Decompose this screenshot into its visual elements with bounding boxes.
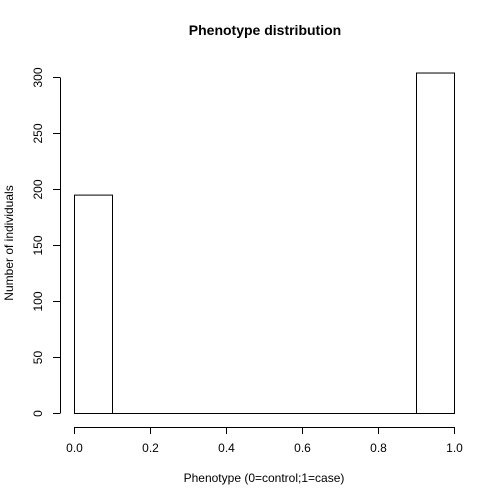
y-tick-label: 150 <box>31 235 45 255</box>
x-tick-label: 0.4 <box>218 441 235 455</box>
y-tick-label: 200 <box>31 179 45 199</box>
y-tick-label: 100 <box>31 291 45 311</box>
histogram-bars <box>74 72 455 415</box>
x-axis-label: Phenotype (0=control;1=case) <box>184 471 345 485</box>
y-axis: 0 50 100 150 200 250 300 <box>31 67 61 417</box>
x-tick-label: 0.8 <box>370 441 387 455</box>
y-tick-label: 0 <box>31 410 45 417</box>
y-tick-label: 300 <box>31 67 45 87</box>
chart-title: Phenotype distribution <box>189 22 341 38</box>
x-tick-label: 0.2 <box>142 441 159 455</box>
y-tick-label: 50 <box>31 351 45 365</box>
y-axis-label: Number of individuals <box>2 185 16 300</box>
x-tick-label: 1.0 <box>446 441 463 455</box>
histogram-bar <box>416 72 455 415</box>
x-tick-label: 0.0 <box>66 441 83 455</box>
y-tick-label: 250 <box>31 123 45 143</box>
x-axis: 0.0 0.2 0.4 0.6 0.8 1.0 <box>66 427 463 455</box>
x-tick-label: 0.6 <box>294 441 311 455</box>
histogram-bar <box>74 194 113 414</box>
